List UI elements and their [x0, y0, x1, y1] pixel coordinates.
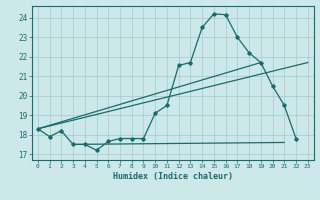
- X-axis label: Humidex (Indice chaleur): Humidex (Indice chaleur): [113, 172, 233, 181]
